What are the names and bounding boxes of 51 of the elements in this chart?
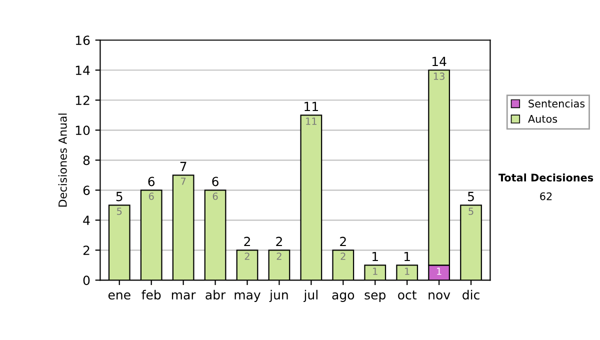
total-label: 5 [468,192,474,202]
x-tick-label: sep [364,292,386,302]
x-tick-label: may [234,292,260,302]
y-tick-label: 0 [83,276,90,286]
text: Total Decisiones [498,173,594,182]
total-label: 2 [244,236,250,246]
y-tick-label: 10 [76,126,90,136]
x-tick-label: oct [398,290,416,300]
data-label: 7 [181,178,186,185]
x-tick-label: ago [332,292,354,302]
total-label: 11 [304,102,318,112]
data-label: 11 [306,118,316,125]
y-tick-label: 4 [83,216,90,225]
y-tick-label: 12 [76,96,90,105]
y-tick-label: 14 [76,66,90,75]
x-tick-label: abr [206,290,226,300]
x-tick-label: ene [108,292,130,300]
total-label: 6 [212,176,218,186]
y-tick-label: 2 [83,246,90,255]
data-label: 2 [244,252,250,260]
total-label: 1 [404,252,410,262]
total-label: 14 [432,56,446,66]
legend-label: Sentencias [528,99,585,108]
data-label: 13 [434,72,444,80]
x-tick-label: dic [462,290,480,300]
data-label: 1 [437,268,442,275]
total-label: 2 [340,236,346,246]
x-tick-label: mar [172,292,196,300]
y-axis-title: Decisiones Anual [58,114,67,207]
total-label: 5 [116,192,122,202]
legend-label: Autos [528,115,558,123]
text: 62 [540,192,552,200]
total-label: 2 [276,236,282,246]
total-label: 1 [372,252,378,262]
x-tick-label: feb [142,290,161,300]
data-label: 2 [276,252,282,260]
x-tick-label: jul [304,290,318,302]
total-label: 7 [180,162,186,172]
data-label: 5 [117,208,122,215]
y-tick-label: 8 [83,156,90,166]
x-tick-label: jun [269,290,288,302]
total-label: 6 [148,176,155,186]
y-tick-label: 6 [83,186,90,196]
data-label: 2 [340,252,346,260]
data-label: 6 [212,192,218,200]
data-label: 6 [148,192,154,200]
y-tick-label: 16 [76,36,90,46]
data-label: 1 [405,268,410,275]
x-tick-label: nov [428,292,450,300]
data-label: 1 [373,268,378,275]
data-label: 5 [468,208,474,215]
